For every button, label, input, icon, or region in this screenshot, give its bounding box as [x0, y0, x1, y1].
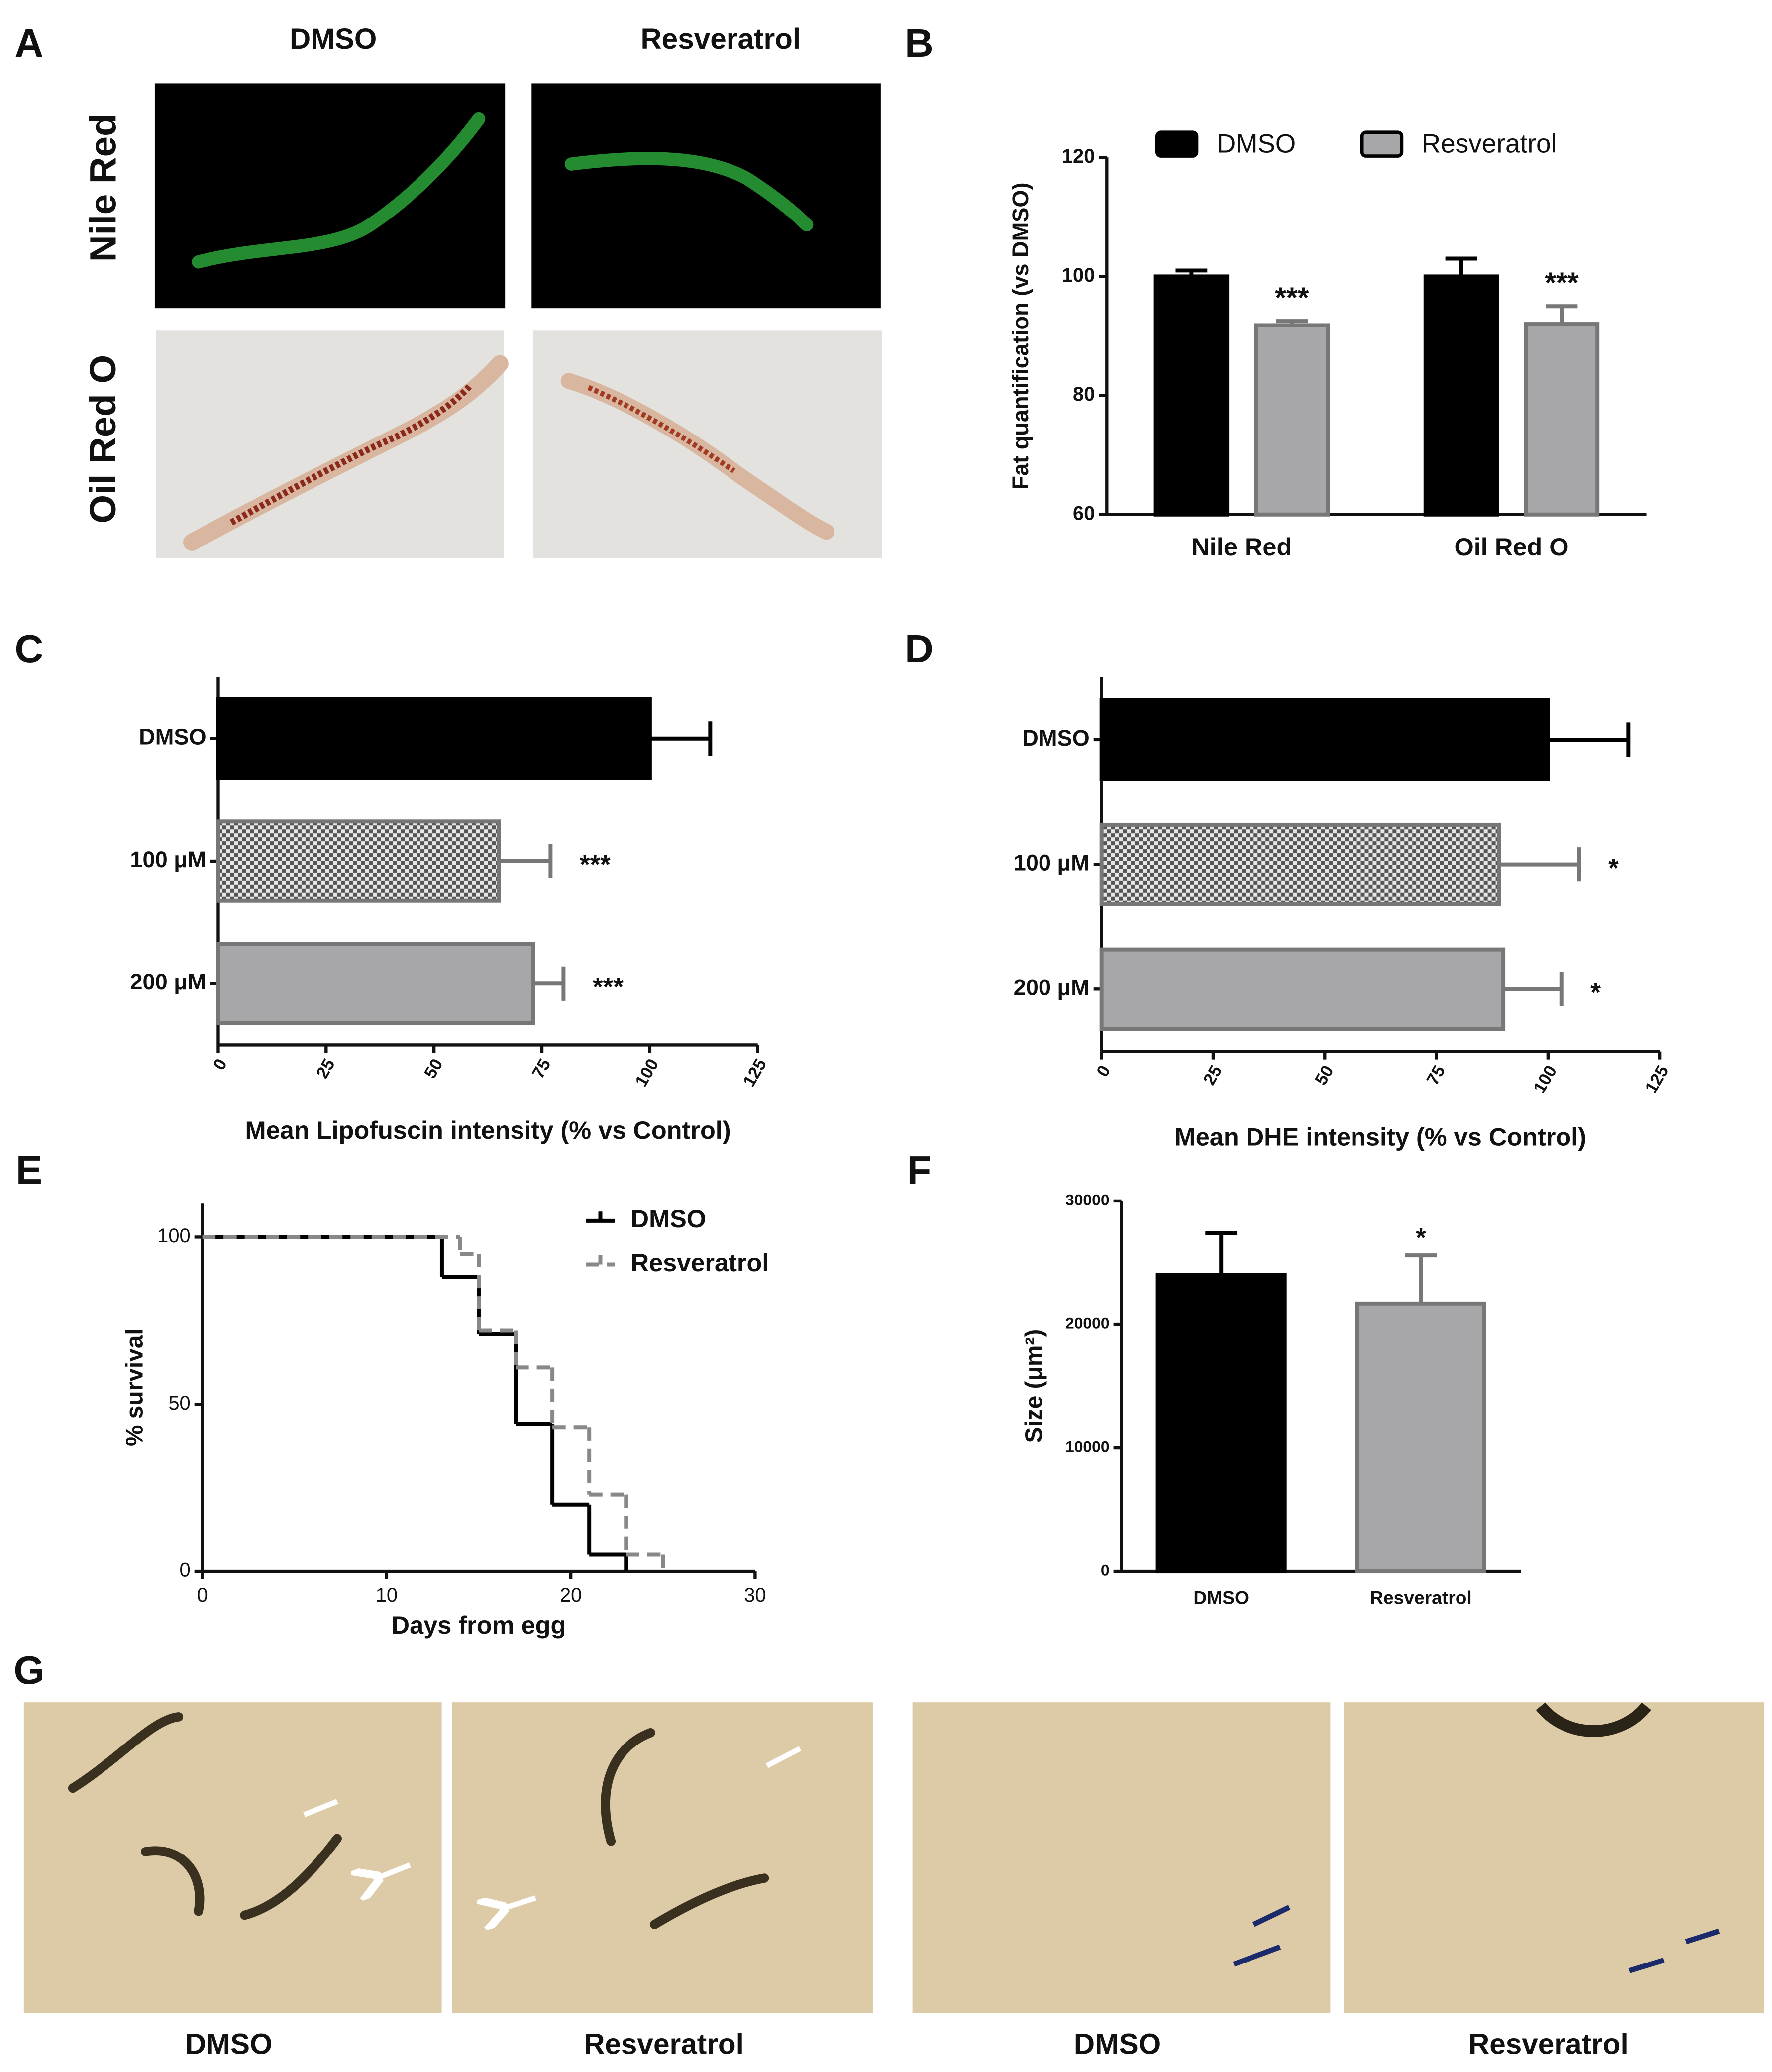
x-tick-label: 125 — [739, 1056, 770, 1090]
image-label: DMSO — [185, 2028, 272, 2061]
x-tick-label: 0 — [1093, 1062, 1115, 1080]
bar — [1099, 698, 1550, 781]
panel-letter: D — [905, 627, 934, 671]
image-label: Resveratrol — [1468, 2028, 1629, 2061]
y-tick-label: 200 μM — [1014, 975, 1090, 1000]
y-tick-label: 100 μM — [130, 847, 206, 872]
x-tick-label: 20 — [560, 1584, 582, 1606]
x-tick-label: 125 — [1642, 1062, 1672, 1096]
x-tick-label: 50 — [421, 1056, 447, 1082]
bar — [1099, 947, 1506, 1031]
y-tick-label: 50 — [168, 1392, 190, 1414]
significance: *** — [580, 850, 611, 879]
bar — [1423, 274, 1499, 517]
y-tick-label: 100 μM — [1014, 850, 1090, 875]
panel-a-images — [154, 83, 882, 558]
x-tick-label: 75 — [528, 1056, 554, 1082]
x-tick-label: 25 — [1200, 1062, 1226, 1088]
x-tick-label: Oil Red O — [1454, 533, 1568, 561]
image-label: DMSO — [1074, 2028, 1161, 2061]
y-tick-label: 100 — [157, 1225, 191, 1247]
oil-red-dmso-image — [156, 330, 504, 558]
column-label: Resveratrol — [640, 23, 801, 55]
bar — [1155, 1273, 1287, 1574]
significance: *** — [1275, 282, 1309, 314]
bar — [1524, 322, 1600, 517]
y-axis-label: % survival — [121, 1328, 148, 1446]
y-tick-label: 120 — [1062, 145, 1095, 167]
g-image-3 — [912, 1702, 1331, 2013]
y-tick-label: DMSO — [139, 724, 206, 750]
legend-swatch — [1155, 130, 1199, 158]
y-tick-label: 30000 — [1065, 1191, 1110, 1208]
bar — [1099, 822, 1501, 906]
row-label: Nile Red — [82, 114, 123, 262]
image-label: Resveratrol — [584, 2028, 744, 2061]
x-tick-label: 50 — [1312, 1062, 1338, 1088]
y-tick-label: 60 — [1073, 502, 1095, 524]
significance: *** — [593, 973, 624, 1002]
x-tick-label: Resveratrol — [1370, 1587, 1472, 1608]
significance: * — [1416, 1223, 1426, 1252]
x-tick-label: 10 — [376, 1584, 398, 1606]
x-axis-label: Days from egg — [392, 1611, 566, 1639]
nile-red-dmso-image — [154, 83, 506, 309]
x-tick-label: 100 — [1530, 1062, 1561, 1096]
row-label: Oil Red O — [82, 355, 123, 524]
x-tick-label: 0 — [209, 1056, 231, 1074]
y-axis-label: Fat quantification (vs DMSO) — [1008, 182, 1033, 489]
x-tick-label: 0 — [197, 1584, 208, 1606]
y-tick-label: DMSO — [1022, 725, 1089, 751]
y-axis-label: Size (μm²) — [1021, 1329, 1047, 1443]
g-image-2 — [452, 1702, 873, 2013]
x-tick-label: 75 — [1423, 1062, 1449, 1088]
significance: *** — [1545, 267, 1578, 299]
y-tick-label: 80 — [1073, 383, 1095, 405]
g-image-4 — [1343, 1702, 1765, 2013]
significance: * — [1608, 853, 1619, 882]
legend-label: Resveratrol — [1422, 129, 1557, 158]
y-tick-label: 0 — [1101, 1561, 1110, 1579]
bar — [1355, 1301, 1486, 1574]
significance: * — [1590, 978, 1601, 1007]
x-axis-label: Mean Lipofuscin intensity (% vs Control) — [245, 1116, 731, 1144]
bar — [216, 819, 501, 903]
panel-letter: B — [905, 21, 934, 65]
legend-label: DMSO — [631, 1204, 706, 1233]
x-axis-label: Mean DHE intensity (% vs Control) — [1175, 1122, 1586, 1151]
legend-swatch — [1360, 130, 1404, 158]
x-tick-label: 30 — [744, 1584, 766, 1606]
bar — [1254, 323, 1330, 517]
x-tick-label: Nile Red — [1191, 533, 1292, 561]
y-tick-label: 0 — [180, 1559, 191, 1581]
panel-letter: E — [16, 1148, 42, 1192]
panel-letter: F — [907, 1148, 932, 1192]
legend-label: Resveratrol — [631, 1248, 769, 1277]
y-tick-label: 10000 — [1065, 1437, 1110, 1455]
panel-letter: C — [15, 627, 44, 671]
panel-g-images — [23, 1702, 1765, 2013]
y-tick-label: 100 — [1062, 264, 1095, 286]
column-label: DMSO — [290, 23, 377, 55]
panel-letter: A — [15, 21, 44, 65]
y-tick-label: 200 μM — [130, 969, 206, 994]
nile-red-resveratrol-image — [531, 83, 881, 309]
bar — [216, 942, 535, 1025]
y-tick-label: 20000 — [1065, 1314, 1110, 1332]
legend-label: DMSO — [1217, 129, 1296, 158]
g-image-1 — [23, 1702, 442, 2013]
panel-letter: G — [13, 1648, 44, 1692]
x-tick-label: 100 — [632, 1056, 663, 1090]
x-tick-label: 25 — [313, 1056, 339, 1082]
bar — [216, 697, 652, 780]
bar — [1153, 274, 1230, 517]
x-tick-label: DMSO — [1193, 1587, 1249, 1608]
